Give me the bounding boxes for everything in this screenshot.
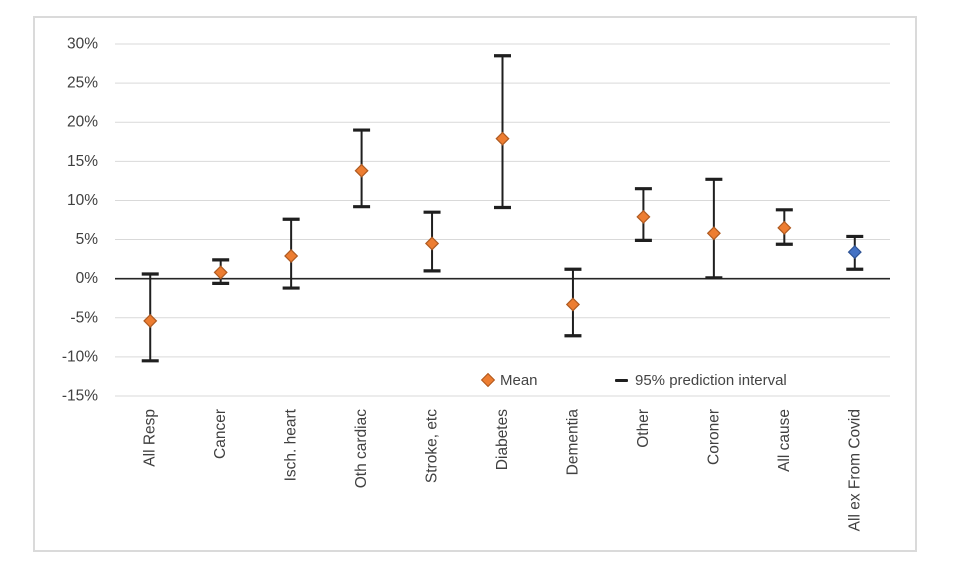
- mean-marker: [354, 163, 369, 178]
- mean-marker: [284, 248, 299, 264]
- chart-panel: [33, 16, 917, 552]
- y-tick-label: 5%: [76, 231, 99, 248]
- category-label: All Resp: [142, 409, 159, 467]
- y-tick-label: 10%: [67, 192, 98, 209]
- mean-marker-highlight: [847, 245, 862, 260]
- category-label: All ex From Covid: [846, 409, 863, 531]
- y-tick-label: -10%: [62, 348, 98, 365]
- mean-marker: [495, 131, 510, 146]
- mean-marker: [424, 236, 440, 251]
- mean-marker: [143, 313, 158, 328]
- category-label: Diabetes: [494, 409, 511, 470]
- category-label: All cause: [776, 409, 793, 472]
- y-tick-label: 20%: [67, 114, 98, 131]
- y-tick-label: 30%: [67, 36, 98, 53]
- mean-marker: [777, 220, 792, 235]
- y-tick-label: -15%: [62, 388, 98, 405]
- mean-marker: [636, 209, 651, 224]
- mean-marker: [213, 265, 228, 280]
- category-label: Cancer: [212, 409, 229, 459]
- category-label: Coroner: [705, 409, 722, 465]
- y-tick-label: 15%: [67, 153, 98, 170]
- y-tick-label: 0%: [76, 270, 99, 287]
- category-label: Oth cardiac: [353, 409, 370, 489]
- mean-marker: [706, 226, 721, 241]
- y-tick-label: 25%: [67, 75, 98, 92]
- category-label: Dementia: [564, 409, 581, 476]
- category-label: Stroke, etc: [424, 409, 441, 483]
- category-label: Isch. heart: [283, 408, 300, 481]
- y-tick-label: -5%: [70, 309, 98, 326]
- mean-marker: [565, 297, 581, 312]
- category-label: Other: [635, 409, 652, 448]
